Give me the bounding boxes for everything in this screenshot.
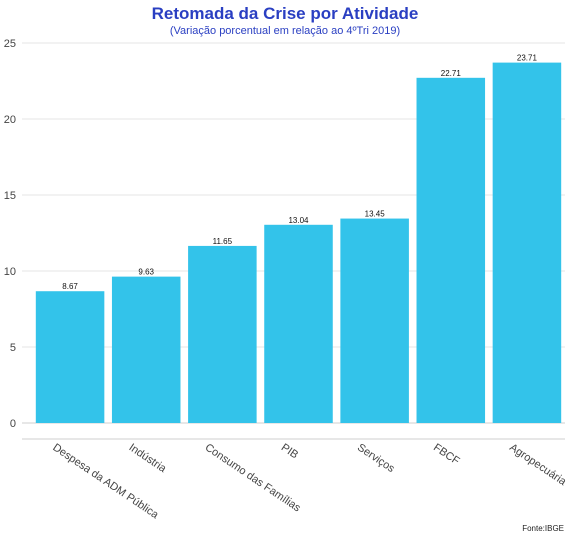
bar [340, 218, 409, 423]
x-tick-label: PIB [279, 442, 300, 462]
bar [111, 276, 181, 423]
x-tick-label: Agropecuária [507, 442, 569, 489]
data-label: 13.45 [365, 210, 386, 219]
y-tick-label: 15 [4, 190, 16, 202]
x-tick-label: Serviços [355, 442, 397, 476]
bar [492, 62, 562, 423]
data-label: 22.71 [441, 69, 462, 78]
data-label: 23.71 [517, 54, 538, 63]
data-label: 9.63 [138, 268, 154, 277]
y-tick-label: 0 [10, 418, 16, 430]
y-tick-label: 5 [10, 342, 16, 354]
source-note: Fonte:IBGE [522, 524, 564, 533]
chart-title: Retomada da Crise por Atividade [151, 4, 419, 23]
y-tick-label: 20 [4, 114, 16, 126]
y-tick-label: 25 [4, 38, 16, 50]
bar [35, 291, 105, 423]
data-label: 13.04 [288, 216, 309, 225]
bar [416, 77, 486, 424]
x-tick-label: Indústria [127, 442, 169, 476]
bar [188, 245, 257, 423]
chart-subtitle: (Variação porcentual em relação ao 4ºTri… [169, 25, 401, 37]
data-label: 11.65 [213, 237, 233, 246]
x-tick-label: FBCF [431, 442, 462, 468]
bar [264, 224, 333, 423]
y-tick-label: 10 [4, 266, 16, 278]
data-label: 8.67 [62, 282, 78, 291]
